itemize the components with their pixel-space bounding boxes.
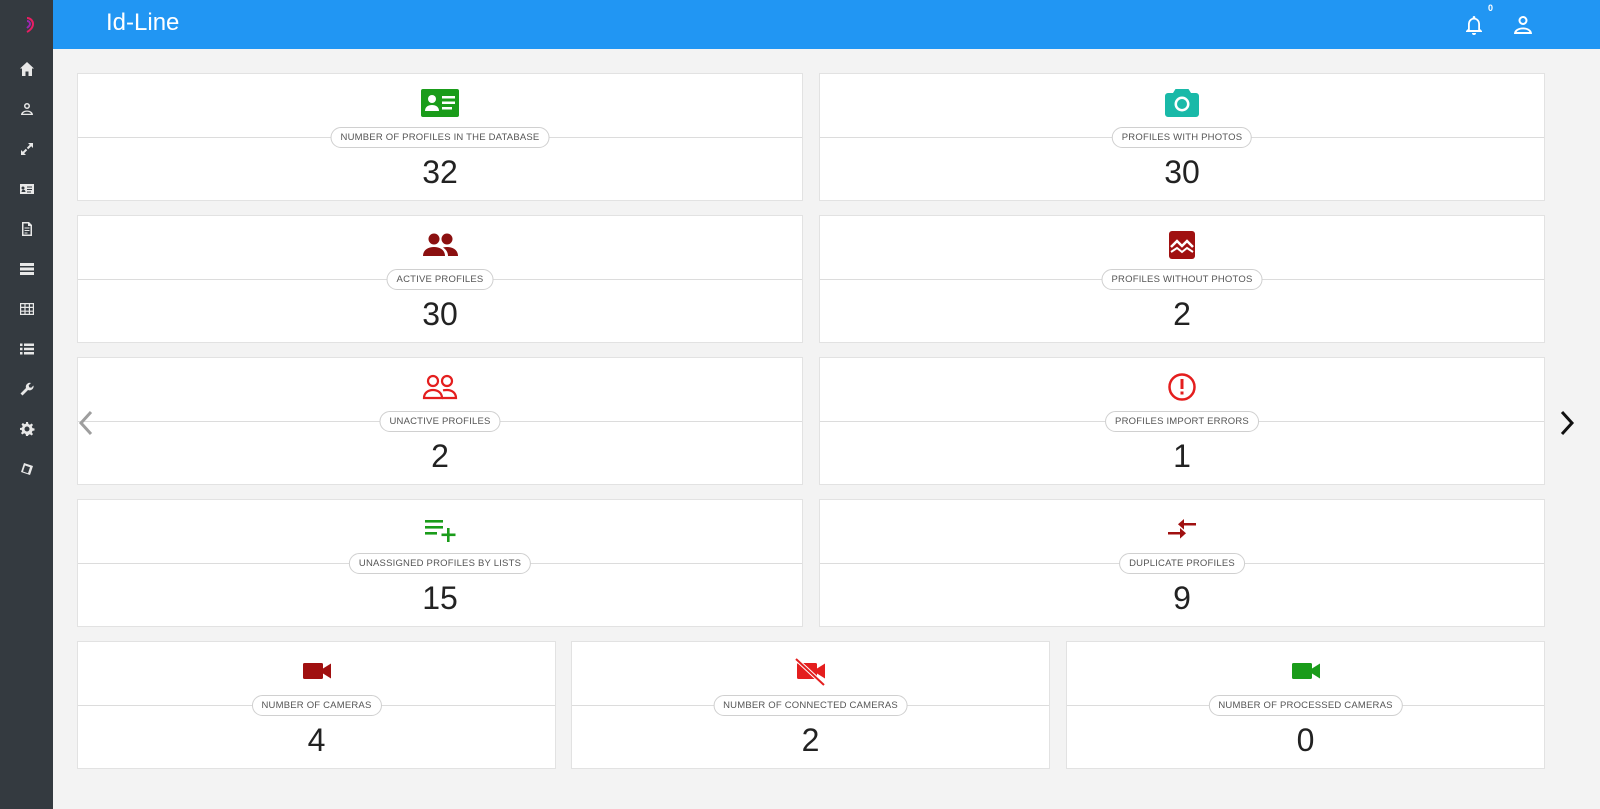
grid-table-icon [19, 303, 34, 315]
card-processed-cameras: NUMBER OF PROCESSED CAMERAS 0 [1066, 641, 1545, 769]
card-active-profiles: ACTIVE PROFILES 30 [77, 215, 803, 343]
camera-icon [1162, 87, 1202, 119]
card-profiles-without-photos: PROFILES WITHOUT PHOTOS 2 [819, 215, 1545, 343]
list-table-icon [19, 263, 34, 275]
broken-image-icon [1162, 229, 1202, 261]
sidebar-item-settings[interactable] [0, 409, 53, 449]
sidebar-item-id-cards[interactable] [0, 169, 53, 209]
logo-icon [25, 16, 34, 33]
card-label: ACTIVE PROFILES [386, 269, 494, 290]
video-camera-off-icon [791, 655, 831, 687]
user-menu-button[interactable] [1512, 14, 1534, 36]
card-label: PROFILES WITHOUT PHOTOS [1101, 269, 1263, 290]
expand-icon [20, 143, 33, 155]
id-card-icon [19, 184, 34, 194]
card-profiles-database: NUMBER OF PROFILES IN THE DATABASE 32 [77, 73, 803, 201]
app-title: Id-Line [106, 9, 180, 36]
card-profiles-with-photos: PROFILES WITH PHOTOS 30 [819, 73, 1545, 201]
app-logo[interactable] [0, 0, 53, 49]
bell-icon [1466, 16, 1482, 35]
home-icon [19, 62, 34, 76]
id-card-icon [420, 87, 460, 119]
video-camera-icon [297, 655, 337, 687]
sidebar-item-tools[interactable] [0, 369, 53, 409]
card-unactive-profiles: UNACTIVE PROFILES 2 [77, 357, 803, 485]
card-label: DUPLICATE PROFILES [1119, 553, 1245, 574]
report-icon [21, 222, 32, 236]
card-value: 2 [431, 438, 449, 474]
playlist-add-icon [420, 513, 460, 545]
card-label: UNACTIVE PROFILES [379, 411, 501, 432]
sidebar-item-expand[interactable] [0, 129, 53, 169]
wrench-icon [20, 382, 34, 396]
carousel-prev-button[interactable] [75, 408, 99, 438]
card-label: PROFILES WITH PHOTOS [1111, 127, 1253, 148]
sidebar [0, 0, 53, 809]
card-value: 15 [422, 580, 458, 616]
chevron-left-icon [78, 410, 93, 436]
card-label: NUMBER OF CONNECTED CAMERAS [713, 695, 908, 716]
notification-count: 0 [1488, 3, 1494, 13]
card-unassigned-profiles: UNASSIGNED PROFILES BY LISTS 15 [77, 499, 803, 627]
card-value: 30 [1164, 154, 1200, 190]
card-value: 9 [1173, 580, 1191, 616]
compare-arrows-icon [1162, 513, 1202, 545]
card-value: 30 [422, 296, 458, 332]
sidebar-item-reports[interactable] [0, 209, 53, 249]
card-connected-cameras: NUMBER OF CONNECTED CAMERAS 2 [571, 641, 1050, 769]
card-import-errors: PROFILES IMPORT ERRORS 1 [819, 357, 1545, 485]
sidebar-item-profiles[interactable] [0, 89, 53, 129]
person-icon [20, 103, 33, 115]
sidebar-item-lists[interactable] [0, 249, 53, 289]
card-label: NUMBER OF CAMERAS [251, 695, 382, 716]
top-bar: Id-Line [53, 0, 1600, 49]
card-label: PROFILES IMPORT ERRORS [1105, 411, 1259, 432]
card-label: UNASSIGNED PROFILES BY LISTS [348, 553, 532, 574]
list-icon [19, 343, 34, 355]
card-value: 2 [801, 722, 820, 758]
sidebar-item-modules[interactable] [0, 449, 53, 489]
notifications-button[interactable] [1463, 14, 1485, 36]
video-camera-icon [1286, 655, 1326, 687]
sidebar-item-tables[interactable] [0, 289, 53, 329]
error-icon [1162, 371, 1202, 403]
card-value: 4 [307, 722, 326, 758]
card-value: 2 [1173, 296, 1191, 332]
card-cameras: NUMBER OF CAMERAS 4 [77, 641, 556, 769]
card-value: 32 [422, 154, 458, 190]
sidebar-item-list[interactable] [0, 329, 53, 369]
gear-icon [19, 422, 34, 436]
card-label: NUMBER OF PROFILES IN THE DATABASE [330, 127, 550, 148]
carousel-next-button[interactable] [1555, 408, 1579, 438]
card-value: 1 [1173, 438, 1191, 474]
sidebar-item-home[interactable] [0, 49, 53, 89]
cube-icon [20, 463, 33, 475]
people-outline-icon [420, 371, 460, 403]
chevron-right-icon [1560, 410, 1575, 436]
user-icon [1514, 16, 1532, 34]
card-label: NUMBER OF PROCESSED CAMERAS [1208, 695, 1403, 716]
card-duplicate-profiles: DUPLICATE PROFILES 9 [819, 499, 1545, 627]
people-icon [420, 229, 460, 261]
card-value: 0 [1296, 722, 1315, 758]
